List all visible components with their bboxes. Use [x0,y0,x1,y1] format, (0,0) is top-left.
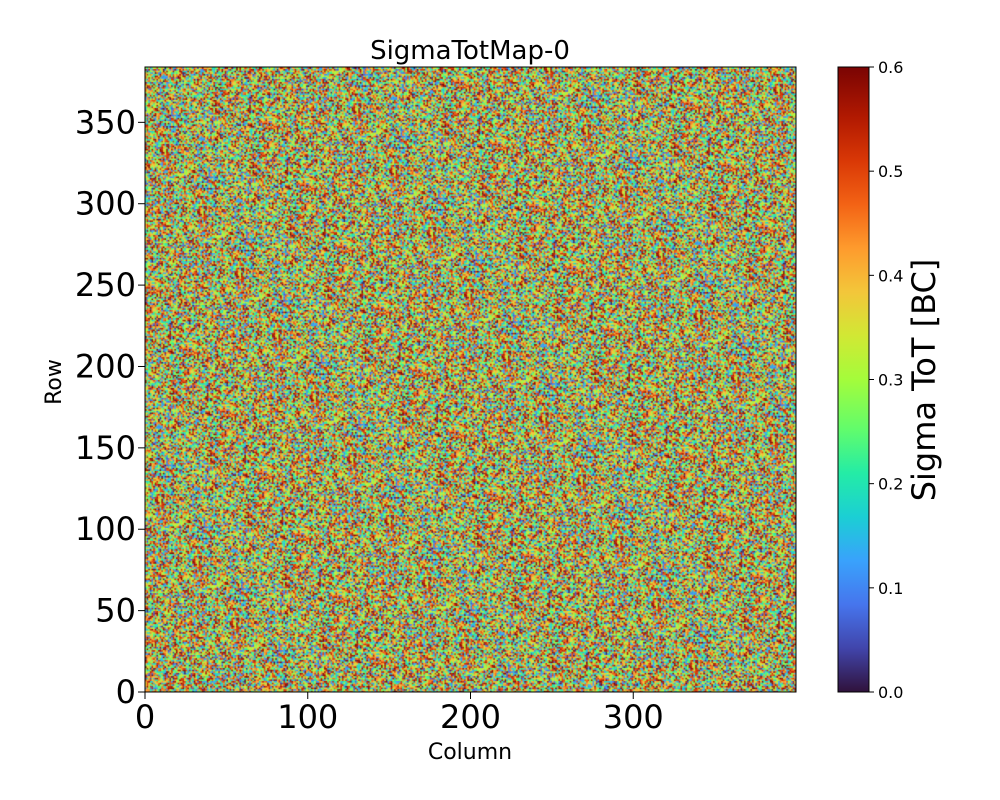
colorbar-tick-label: 0.1 [878,579,903,598]
colorbar-tick-label: 0.2 [878,475,903,494]
x-tick-label: 200 [440,698,501,736]
colorbar-label: Sigma ToT [BC] [905,259,943,502]
y-tick-label: 300 [75,185,136,223]
x-axis-ticks: 0 100 200 300 [135,692,664,736]
y-tick-label: 200 [75,347,136,385]
x-axis-label: Column [428,740,512,765]
y-tick-label: 0 [116,673,136,711]
colorbar [837,66,870,693]
colorbar-tick-label: 0.0 [878,683,903,702]
y-tick-label: 150 [75,429,136,467]
colorbar-tick-label: 0.4 [878,266,903,285]
heatmap-area [145,67,796,692]
colorbar-tick-label: 0.6 [878,58,903,77]
y-tick-label: 350 [75,103,136,141]
x-tick-label: 300 [603,698,664,736]
x-tick-label: 100 [277,698,338,736]
y-axis-ticks: 0 50 100 150 200 250 300 350 [75,103,145,711]
y-tick-label: 100 [75,510,136,548]
colorbar-ticks: 0.0 0.1 0.2 0.3 0.4 0.5 0.6 [869,58,903,702]
colorbar-tick-label: 0.5 [878,162,903,181]
x-tick-label: 0 [135,698,155,736]
chart-title: SigmaTotMap-0 [370,36,570,66]
y-axis-label: Row [42,359,67,405]
y-tick-label: 250 [75,266,136,304]
colorbar-tick-label: 0.3 [878,371,903,390]
y-tick-label: 50 [95,592,136,630]
